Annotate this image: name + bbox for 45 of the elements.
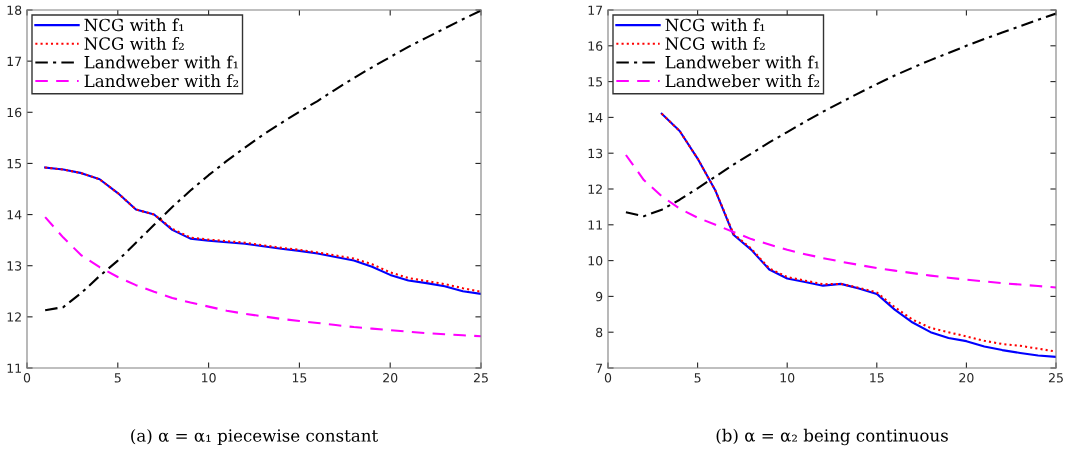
y-tick-label: 10 <box>588 256 603 266</box>
x-tick-label: 25 <box>1048 373 1063 383</box>
y-tick-label: 16 <box>7 107 22 118</box>
x-tick-label: 10 <box>202 373 216 383</box>
y-tick-label: 15 <box>588 77 603 87</box>
x-tick-label: 15 <box>292 373 307 383</box>
y-tick-label: 11 <box>7 363 21 373</box>
x-tick-label: 0 <box>23 373 31 383</box>
y-tick-label: 17 <box>588 5 603 15</box>
y-tick-label: 14 <box>588 113 603 123</box>
line-series <box>44 216 481 338</box>
y-tick-label: 13 <box>588 148 603 159</box>
line-series <box>624 153 1056 289</box>
text: (a) α = α₁ piecewise constant <box>131 428 379 446</box>
x-tick-label: 10 <box>780 373 795 383</box>
line-series <box>44 10 481 312</box>
y-tick-label: 11 <box>588 220 602 230</box>
y-tick-label: 7 <box>596 363 603 373</box>
x-tick-label: 15 <box>870 373 884 383</box>
y-tick-label: 15 <box>7 159 22 169</box>
legend-label: Landweber with f₁ <box>665 55 819 69</box>
legend-label: NCG with f₂ <box>665 36 765 50</box>
legend-label: Landweber with f₁ <box>84 55 238 69</box>
y-tick-label: 13 <box>7 261 22 271</box>
y-tick-label: 9 <box>595 291 603 302</box>
legend-label: NCG with f₁ <box>665 18 765 32</box>
x-tick-label: 20 <box>959 373 974 383</box>
line-series <box>624 12 1056 218</box>
y-tick-label: 17 <box>7 56 22 66</box>
y-tick-label: 14 <box>7 210 22 220</box>
y-tick-label: 16 <box>588 41 603 51</box>
y-tick-label: 12 <box>7 312 21 322</box>
legend-label: Landweber with f₂ <box>84 74 239 88</box>
x-tick-label: 25 <box>473 373 488 383</box>
legend-label: NCG with f₁ <box>84 18 184 32</box>
x-tick-label: 20 <box>383 373 398 383</box>
legend-label: Landweber with f₂ <box>665 74 820 88</box>
x-tick-label: 0 <box>604 373 612 383</box>
y-tick-label: 8 <box>596 327 603 338</box>
x-tick-label: 5 <box>114 373 121 383</box>
text: (b) α = α₂ being continuous <box>716 428 948 446</box>
x-tick-label: 5 <box>694 373 701 383</box>
legend-label: NCG with f₂ <box>84 36 184 50</box>
y-tick-label: 18 <box>7 5 22 15</box>
y-tick-label: 12 <box>588 184 602 194</box>
